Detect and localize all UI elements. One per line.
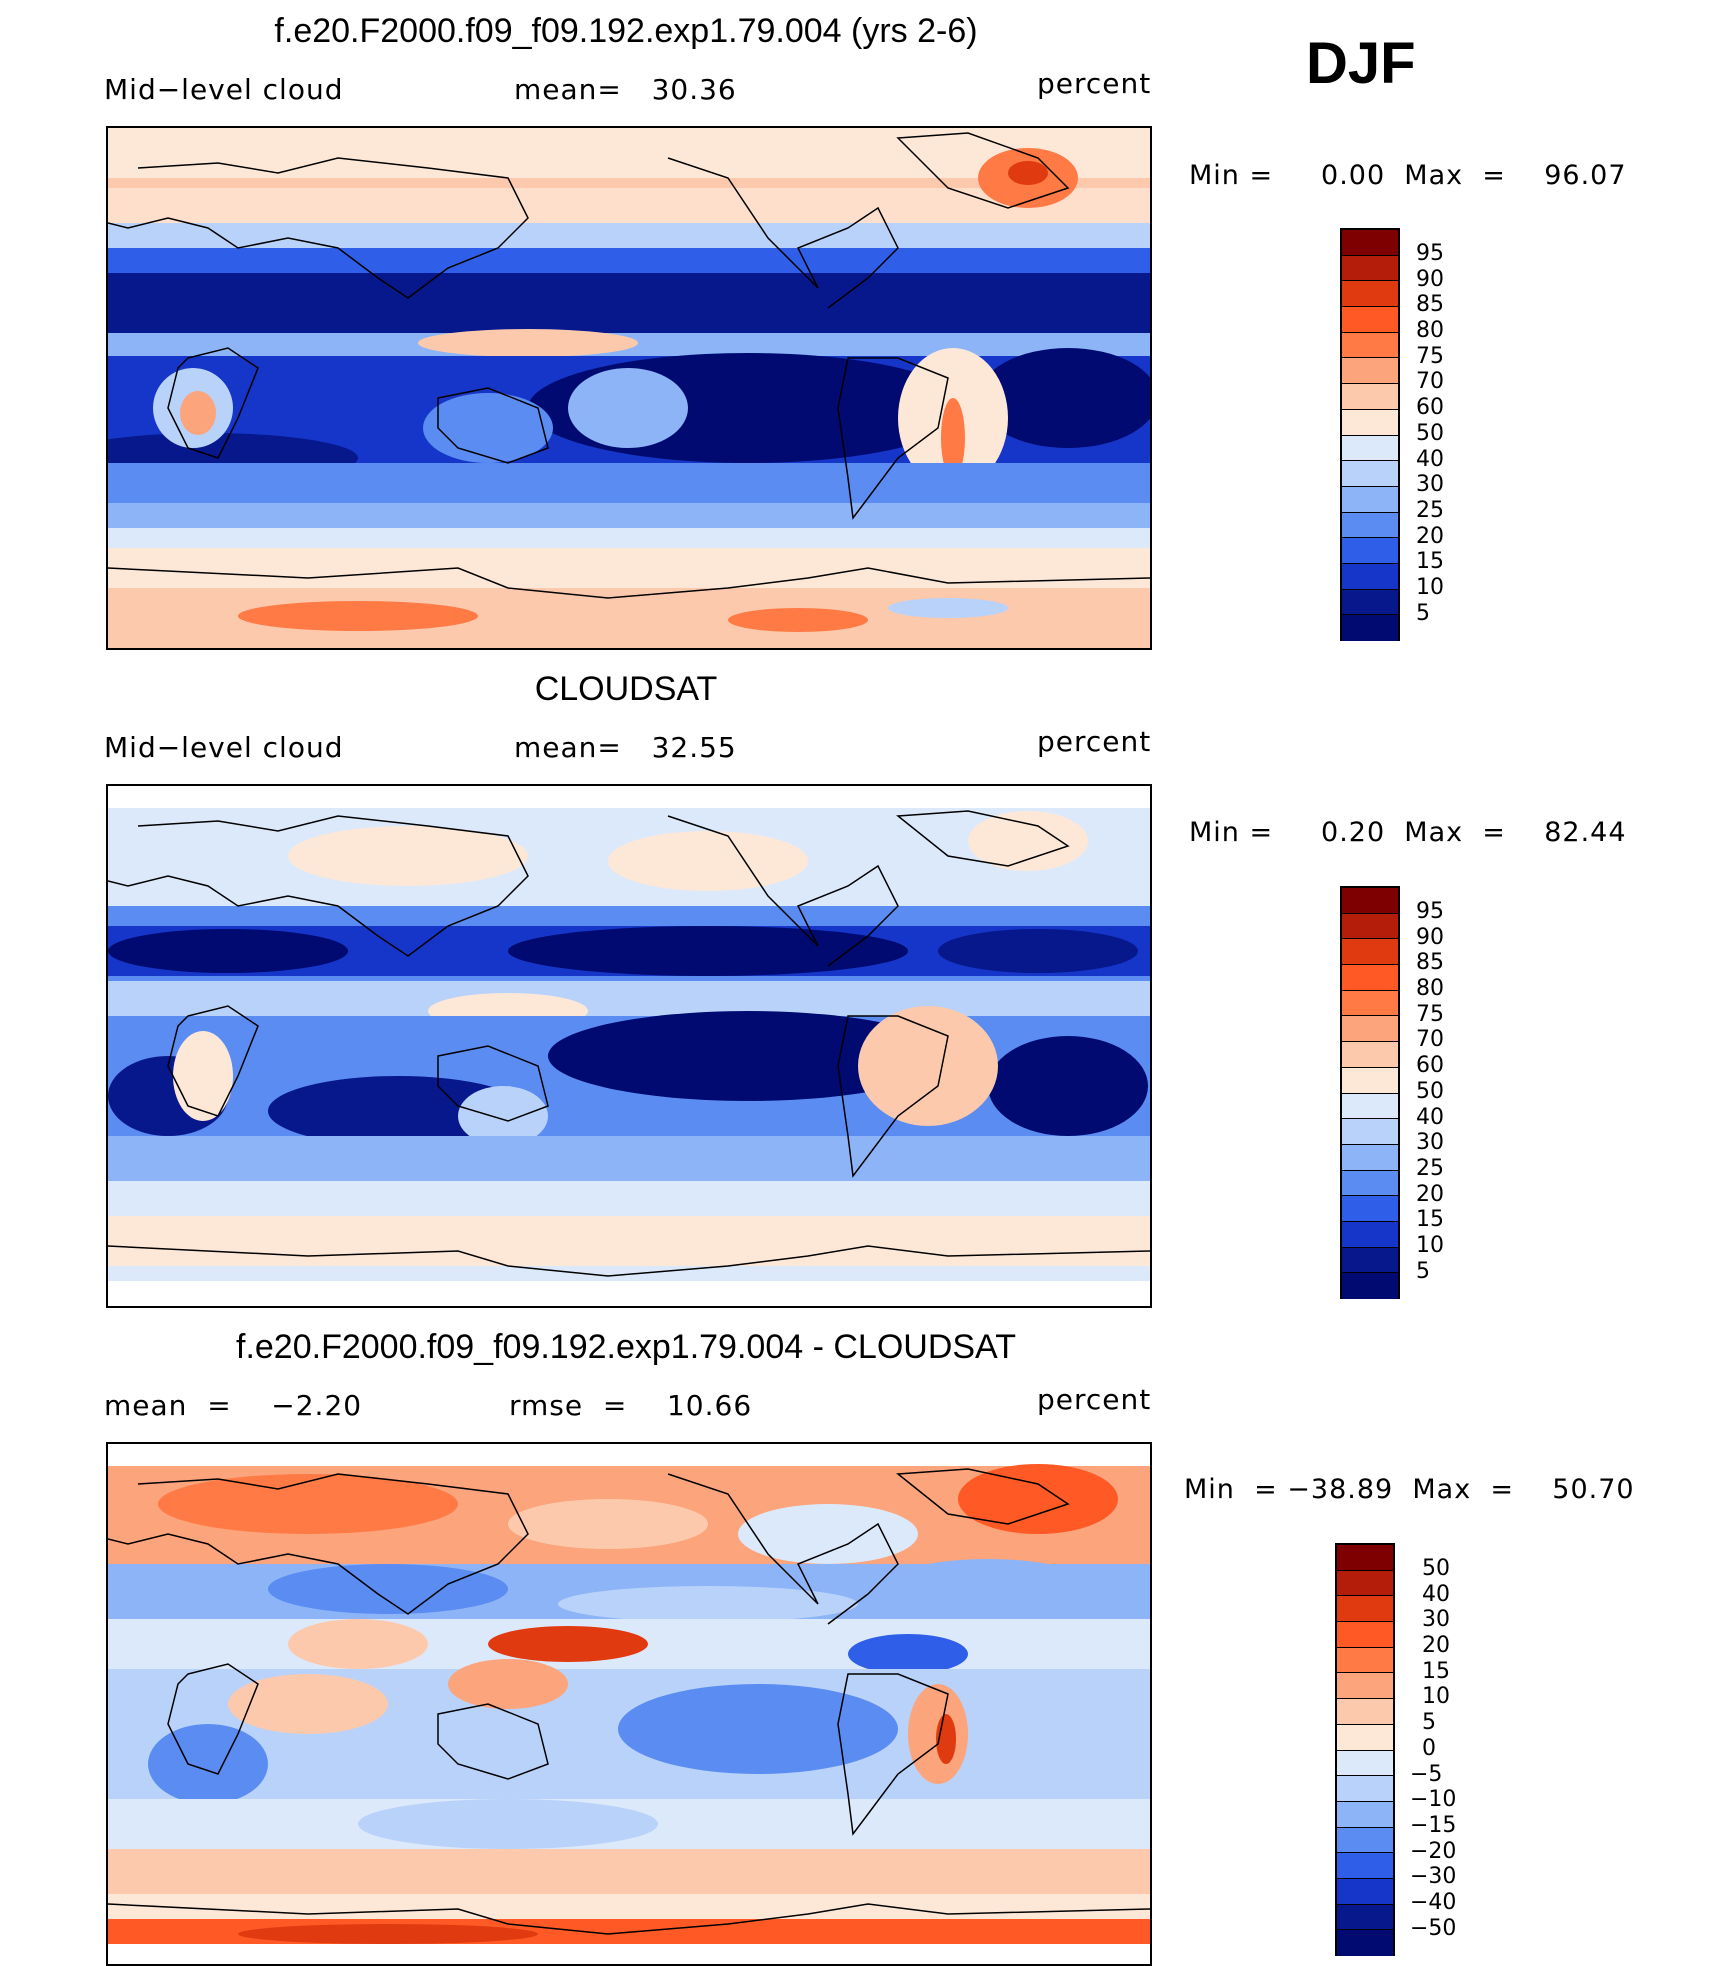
panel-2-units-label: percent bbox=[1037, 725, 1152, 758]
panel-1-title: f.e20.F2000.f09_f09.192.exp1.79.004 (yrs… bbox=[274, 12, 978, 50]
cb-label: 70 bbox=[1416, 1027, 1444, 1053]
cb-label: 5 bbox=[1416, 1258, 1430, 1284]
cb-label: 95 bbox=[1416, 899, 1444, 924]
panel-3-colorbar bbox=[1335, 1543, 1395, 1956]
cb-label: 70 bbox=[1416, 369, 1444, 395]
cb-label: 80 bbox=[1416, 976, 1444, 1002]
cb-label: 5 bbox=[1416, 600, 1430, 626]
cb-label: 40 bbox=[1416, 1104, 1444, 1130]
panel-2-minmax: Min = 0.20 Max = 82.44 bbox=[1189, 817, 1627, 848]
cb-label: 85 bbox=[1416, 950, 1444, 976]
cb-label: 90 bbox=[1416, 924, 1444, 950]
panel-3-rmse-label: rmse = 10.66 bbox=[509, 1389, 753, 1422]
panel-2-title: CLOUDSAT bbox=[534, 670, 718, 708]
cb-label: 75 bbox=[1416, 343, 1444, 369]
panel-1-colorbar-labels: 95 90 85 80 75 70 60 50 40 30 25 20 15 1… bbox=[1416, 243, 1444, 628]
cb-label: 15 bbox=[1416, 549, 1444, 575]
cb-label: 95 bbox=[1416, 241, 1444, 266]
cb-label: 50 bbox=[1422, 1556, 1450, 1581]
panel-1-colorbar bbox=[1340, 228, 1400, 641]
cb-label: −20 bbox=[1410, 1838, 1457, 1864]
panel-1-minmax: Min = 0.00 Max = 96.07 bbox=[1189, 160, 1627, 191]
cb-label: 60 bbox=[1416, 395, 1444, 421]
panel-1-map bbox=[106, 126, 1152, 650]
cb-label: 30 bbox=[1416, 1130, 1444, 1156]
cb-label: 20 bbox=[1416, 523, 1444, 549]
panel-1-variable-label: Mid−level cloud bbox=[104, 73, 344, 106]
panel-3-units-label: percent bbox=[1037, 1383, 1152, 1416]
cb-label: 85 bbox=[1416, 292, 1444, 318]
panel-1-units-label: percent bbox=[1037, 67, 1152, 100]
cb-label: 20 bbox=[1422, 1633, 1450, 1659]
cb-label: 30 bbox=[1422, 1607, 1450, 1633]
cb-label: 0 bbox=[1422, 1735, 1436, 1761]
panel-2-mean-label: mean= 32.55 bbox=[514, 731, 737, 764]
panel-1-mean-label: mean= 30.36 bbox=[514, 73, 737, 106]
cb-label: 60 bbox=[1416, 1053, 1444, 1079]
cb-label: 50 bbox=[1416, 1078, 1444, 1104]
cb-label: 15 bbox=[1422, 1658, 1450, 1684]
cb-label: 75 bbox=[1416, 1001, 1444, 1027]
panel-3-colorbar-labels: 50 40 30 20 15 10 5 0 −5 −10 −15 −20 −30… bbox=[1410, 1558, 1456, 1943]
cb-label: 20 bbox=[1416, 1181, 1444, 1207]
cb-label: 10 bbox=[1416, 1232, 1444, 1258]
panel-2-colorbar bbox=[1340, 886, 1400, 1299]
cb-label: 30 bbox=[1416, 472, 1444, 498]
cb-label: −10 bbox=[1410, 1787, 1457, 1813]
cb-label: 90 bbox=[1416, 266, 1444, 292]
panel-2-colorbar-labels: 95 90 85 80 75 70 60 50 40 30 25 20 15 1… bbox=[1416, 901, 1444, 1286]
cb-label: −50 bbox=[1410, 1915, 1457, 1941]
cb-label: −40 bbox=[1410, 1889, 1457, 1915]
cb-label: 15 bbox=[1416, 1207, 1444, 1233]
cb-label: −5 bbox=[1410, 1761, 1443, 1787]
cb-label: 10 bbox=[1416, 574, 1444, 600]
panel-3-mean-label: mean = −2.20 bbox=[104, 1389, 363, 1422]
cb-label: 5 bbox=[1422, 1710, 1436, 1736]
cb-label: −15 bbox=[1410, 1812, 1457, 1838]
panel-3-minmax: Min = −38.89 Max = 50.70 bbox=[1184, 1474, 1635, 1505]
cb-label: 25 bbox=[1416, 1155, 1444, 1181]
cb-label: 40 bbox=[1416, 446, 1444, 472]
panel-3-title: f.e20.F2000.f09_f09.192.exp1.79.004 - CL… bbox=[236, 1328, 1016, 1366]
panel-2-variable-label: Mid−level cloud bbox=[104, 731, 344, 764]
panel-2-map bbox=[106, 784, 1152, 1308]
cb-label: 80 bbox=[1416, 318, 1444, 344]
cb-label: 25 bbox=[1416, 497, 1444, 523]
season-label: DJF bbox=[1306, 31, 1416, 96]
panel-3-map bbox=[106, 1442, 1152, 1966]
cb-label: −30 bbox=[1410, 1864, 1457, 1890]
cb-label: 10 bbox=[1422, 1684, 1450, 1710]
cb-label: 50 bbox=[1416, 420, 1444, 446]
cb-label: 40 bbox=[1422, 1581, 1450, 1607]
